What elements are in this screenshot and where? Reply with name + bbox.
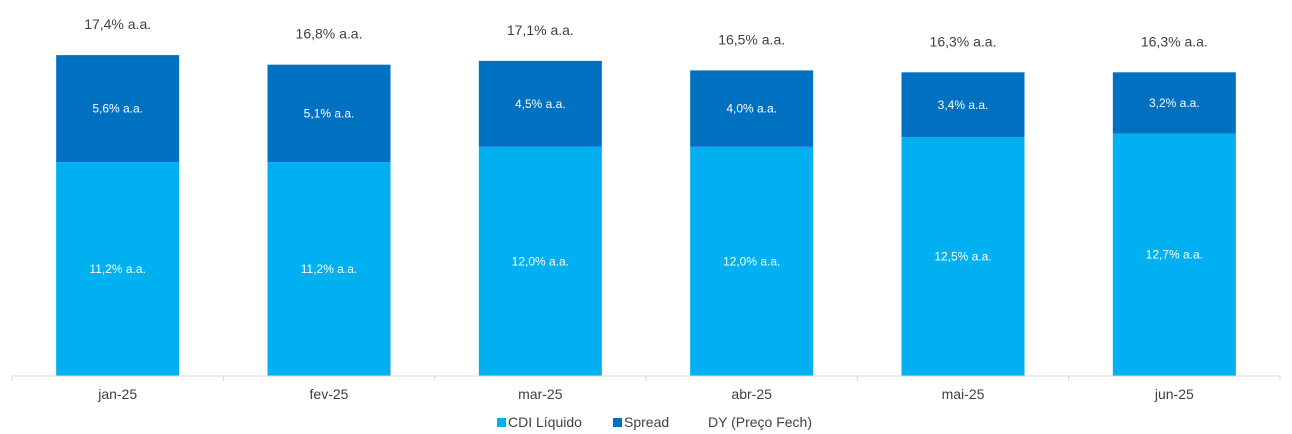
bar-spread (901, 72, 1025, 138)
bar-cdi-liquido (478, 146, 602, 376)
data-label-spread: 5,1% a.a. (304, 106, 355, 120)
bar-cdi-liquido (901, 137, 1025, 376)
x-tick-label: mai-25 (942, 386, 985, 402)
data-label-cdi: 12,7% a.a. (1146, 248, 1203, 262)
data-label-cdi: 12,5% a.a. (934, 250, 991, 264)
bar-spread (478, 60, 602, 147)
data-label-dy: 17,1% a.a. (507, 22, 574, 38)
data-label-dy: 16,3% a.a. (1141, 33, 1208, 49)
data-label-dy: 17,4% a.a. (84, 16, 151, 32)
data-label-spread: 3,4% a.a. (938, 98, 989, 112)
bar-spread (690, 70, 814, 147)
x-tick-label: abr-25 (731, 386, 772, 402)
x-tick-label: fev-25 (310, 386, 349, 402)
legend: CDI Líquido Spread DY (Preço Fech) (497, 414, 812, 430)
bars-layer (56, 55, 1236, 376)
bar-spread (56, 55, 180, 163)
data-label-cdi: 11,2% a.a. (301, 262, 357, 276)
data-label-cdi: 12,0% a.a. (512, 254, 569, 268)
bar-spread (1112, 72, 1236, 134)
x-tick-label: jan-25 (97, 386, 137, 402)
legend-label-spread: Spread (624, 414, 669, 430)
bar-spread (267, 64, 391, 163)
data-label-cdi: 11,2% a.a. (89, 262, 145, 276)
data-label-dy: 16,5% a.a. (718, 31, 785, 47)
data-label-spread: 4,0% a.a. (726, 102, 777, 116)
data-label-spread: 5,6% a.a. (92, 102, 143, 116)
bar-cdi-liquido (690, 146, 814, 376)
data-labels-layer: 11,2% a.a. 5,6% a.a. 17,4% a.a. 11,2% a.a. 5… (84, 16, 1208, 276)
x-tick-label: jun-25 (1154, 386, 1194, 402)
x-tick-label: mar-25 (518, 386, 563, 402)
bar-cdi-liquido (267, 162, 391, 376)
data-label-spread: 3,2% a.a. (1149, 96, 1200, 110)
legend-swatch-spread (613, 418, 622, 427)
data-label-dy: 16,3% a.a. (930, 33, 997, 49)
legend-swatch-cdi (497, 418, 506, 427)
x-axis: jan-25 fev-25 mar-25 abr-25 mai-25 jun-25 (11, 375, 1281, 402)
data-label-dy: 16,8% a.a. (296, 26, 363, 42)
bar-cdi-liquido (56, 162, 180, 376)
legend-label-cdi: CDI Líquido (508, 414, 582, 430)
data-label-cdi: 12,0% a.a. (723, 254, 780, 268)
bar-cdi-liquido (1112, 133, 1236, 376)
legend-label-dy: DY (Preço Fech) (708, 414, 812, 430)
data-label-spread: 4,5% a.a. (515, 97, 566, 111)
